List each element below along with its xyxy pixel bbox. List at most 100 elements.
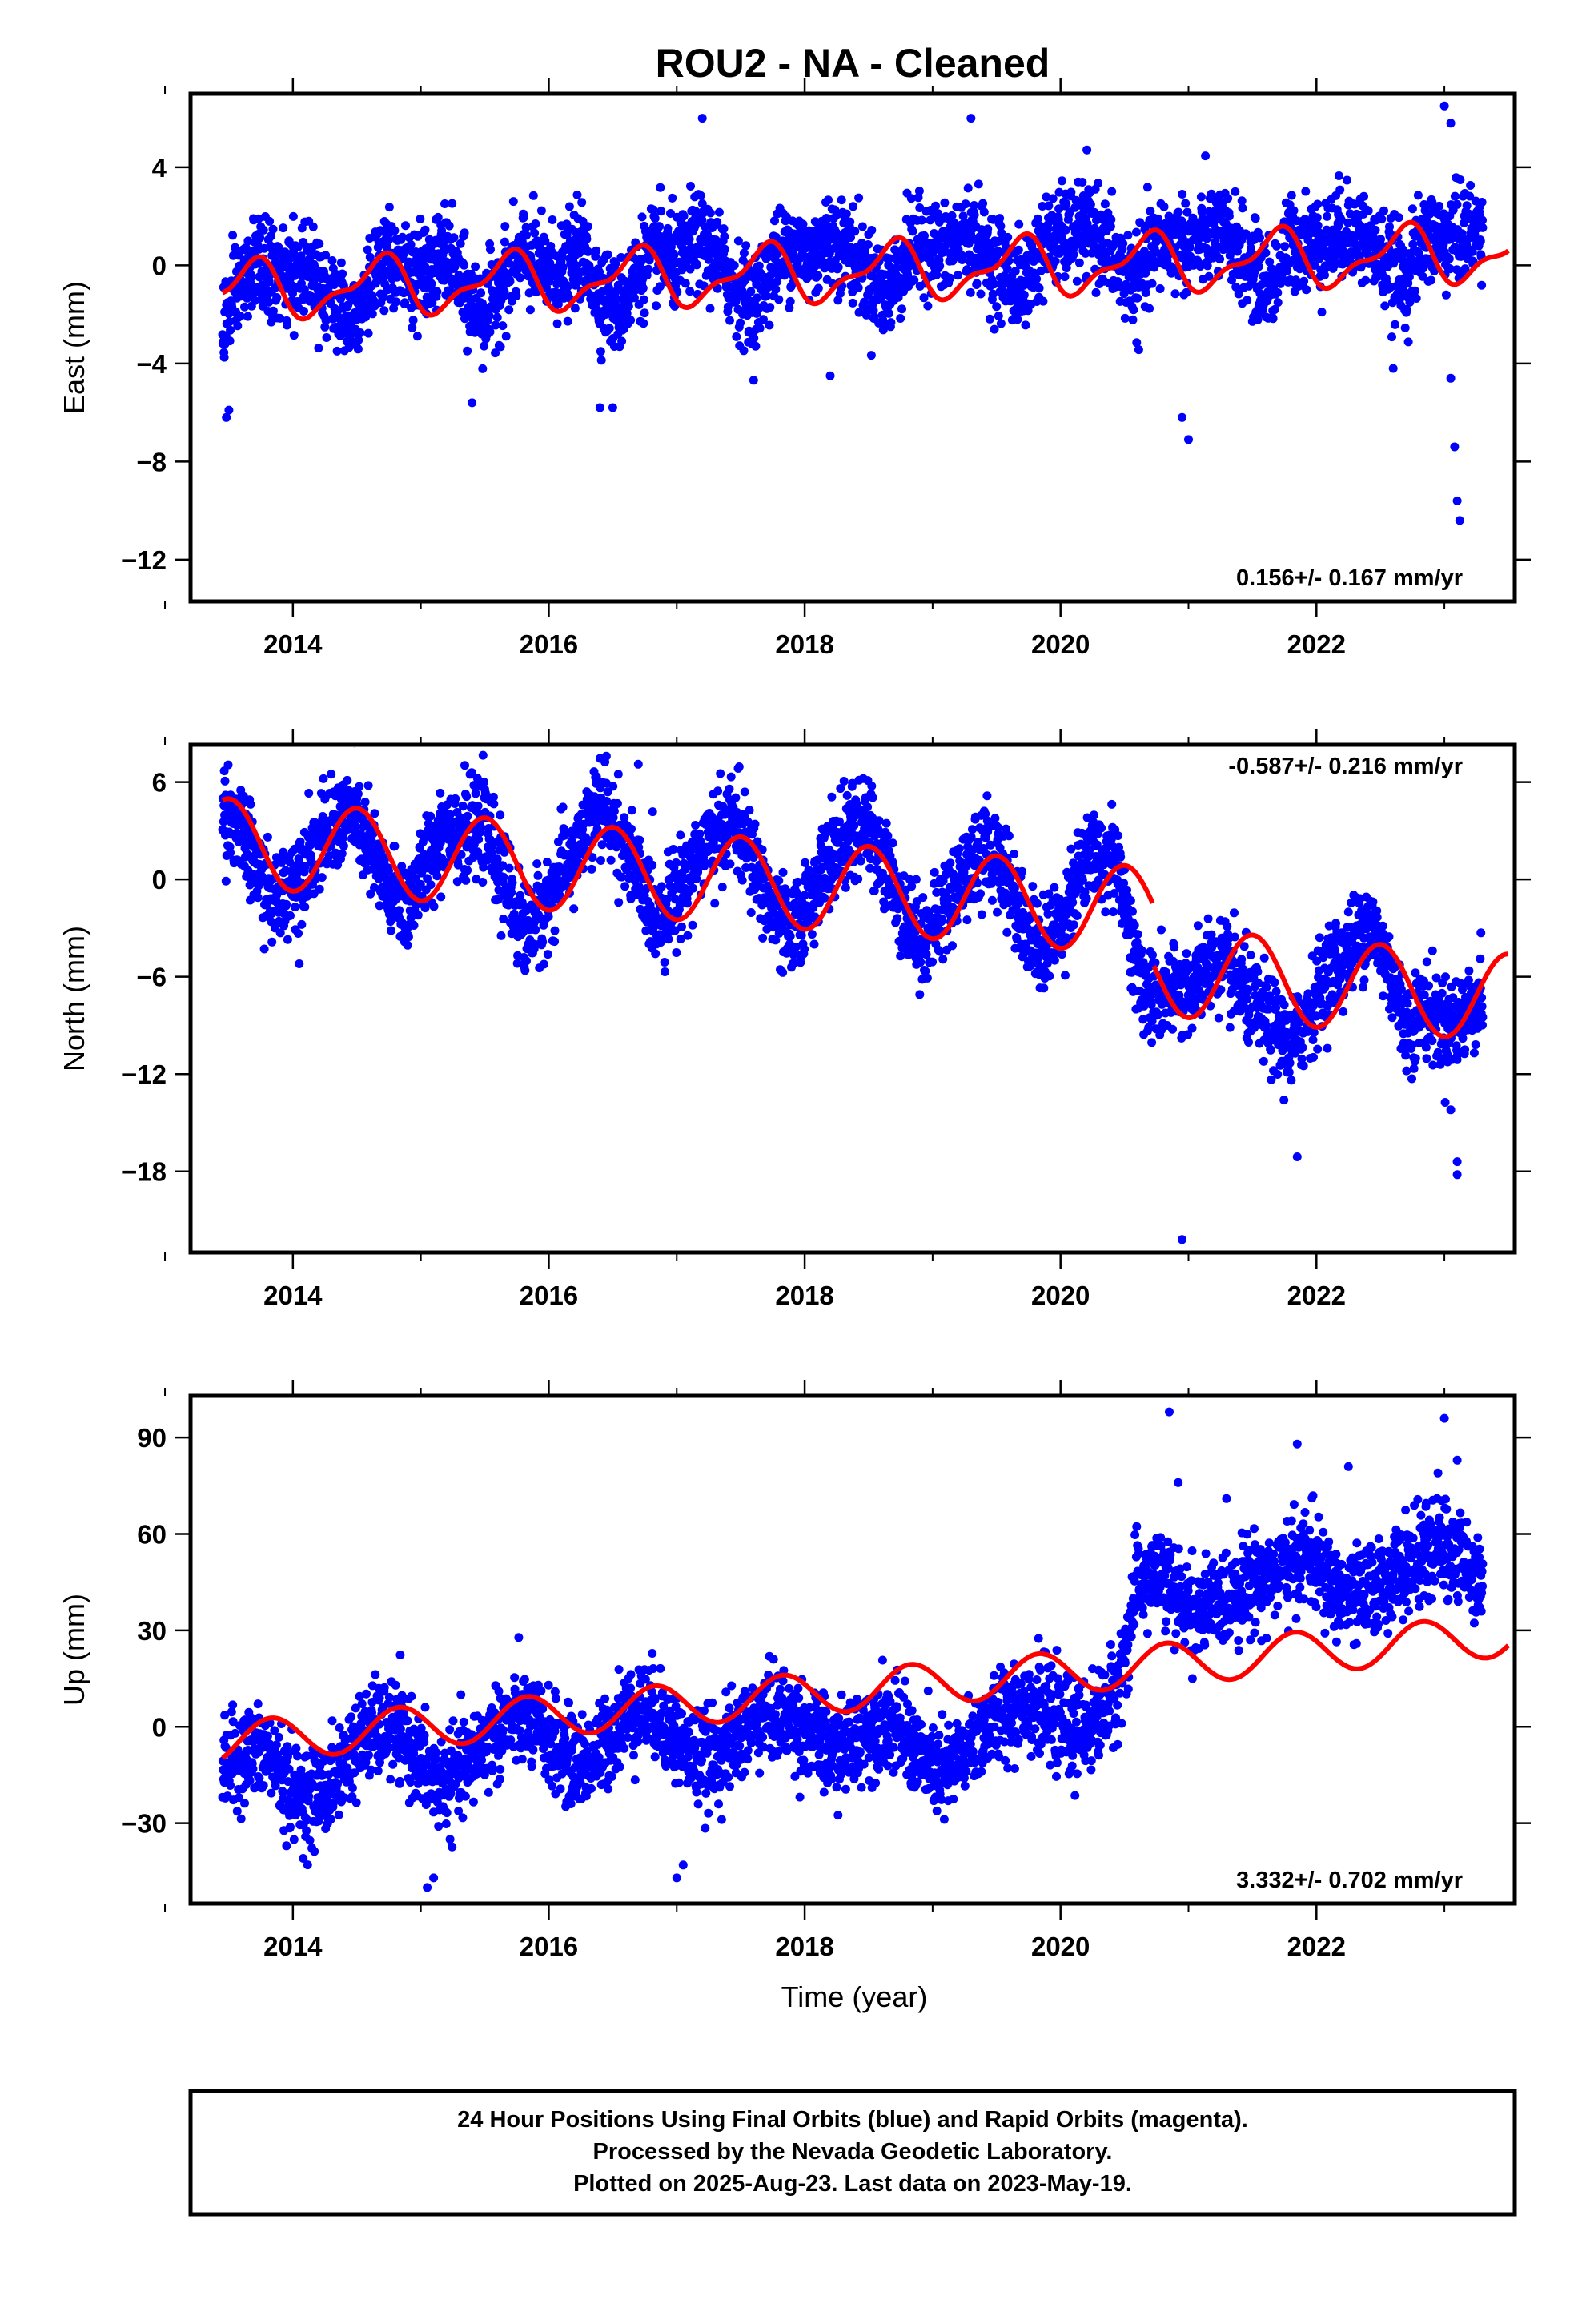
data-point bbox=[608, 782, 618, 791]
data-point bbox=[954, 271, 962, 280]
data-point bbox=[1091, 287, 1101, 297]
outlier-point bbox=[1178, 412, 1186, 422]
data-point bbox=[637, 212, 647, 222]
data-point bbox=[963, 183, 973, 193]
data-point bbox=[432, 287, 442, 296]
data-point bbox=[343, 775, 352, 785]
data-point bbox=[958, 255, 967, 264]
data-point bbox=[1371, 225, 1380, 235]
data-point bbox=[587, 864, 596, 874]
data-point bbox=[1359, 191, 1368, 201]
data-point bbox=[480, 778, 489, 787]
data-point bbox=[320, 322, 330, 332]
y-tick-label: −12 bbox=[122, 545, 167, 575]
data-point bbox=[1170, 289, 1180, 299]
data-point bbox=[583, 222, 592, 231]
figure-title: ROU2 - NA - Cleaned bbox=[656, 41, 1050, 86]
data-point bbox=[662, 895, 672, 904]
data-point bbox=[1445, 264, 1455, 274]
data-point bbox=[437, 226, 447, 235]
data-point bbox=[436, 788, 445, 798]
data-point bbox=[974, 179, 983, 189]
data-point bbox=[932, 270, 942, 279]
data-point bbox=[670, 926, 680, 935]
data-point bbox=[1231, 282, 1241, 292]
data-point bbox=[1272, 241, 1281, 251]
data-point bbox=[478, 878, 488, 887]
data-point bbox=[408, 323, 417, 332]
data-point bbox=[519, 213, 528, 223]
data-point bbox=[353, 747, 356, 748]
data-point bbox=[1255, 233, 1264, 243]
data-point bbox=[762, 292, 771, 300]
data-point bbox=[1343, 218, 1353, 227]
data-point bbox=[906, 194, 916, 203]
data-point bbox=[321, 316, 331, 325]
data-point bbox=[1035, 221, 1045, 231]
data-point bbox=[850, 227, 860, 236]
data-point bbox=[1427, 275, 1436, 285]
data-point bbox=[498, 861, 508, 870]
data-point bbox=[1086, 199, 1095, 209]
data-point bbox=[487, 848, 496, 858]
outlier-point bbox=[595, 403, 604, 412]
data-point bbox=[478, 750, 488, 760]
data-point bbox=[564, 281, 573, 291]
data-point bbox=[1062, 199, 1071, 208]
data-point bbox=[267, 937, 277, 947]
data-point bbox=[228, 231, 238, 240]
data-point bbox=[397, 862, 407, 871]
data-point bbox=[411, 874, 420, 883]
data-point bbox=[492, 854, 502, 864]
data-point bbox=[602, 797, 612, 806]
data-point bbox=[458, 802, 468, 811]
data-point bbox=[496, 342, 505, 352]
data-point bbox=[892, 263, 901, 273]
data-point bbox=[1134, 345, 1143, 355]
data-point bbox=[1142, 183, 1152, 192]
data-point bbox=[995, 214, 1005, 223]
data-point bbox=[403, 940, 412, 950]
data-point bbox=[966, 287, 975, 297]
data-point bbox=[940, 198, 950, 207]
data-point bbox=[355, 782, 364, 791]
data-point bbox=[288, 211, 298, 221]
data-point bbox=[665, 232, 674, 242]
data-point bbox=[601, 778, 611, 788]
data-point bbox=[492, 312, 502, 322]
data-point bbox=[289, 331, 299, 340]
data-point bbox=[314, 344, 323, 353]
data-point bbox=[1061, 225, 1070, 235]
data-point bbox=[539, 920, 548, 930]
data-point bbox=[970, 201, 979, 210]
data-point bbox=[714, 207, 724, 217]
data-point bbox=[1019, 290, 1029, 300]
data-point bbox=[771, 284, 781, 294]
data-point bbox=[1317, 308, 1327, 317]
data-point bbox=[485, 327, 495, 336]
data-point bbox=[575, 248, 584, 258]
data-point bbox=[336, 258, 346, 267]
data-point bbox=[1141, 288, 1150, 297]
data-point bbox=[886, 318, 896, 328]
data-point bbox=[1129, 305, 1138, 315]
data-point bbox=[426, 811, 436, 821]
data-point bbox=[507, 887, 516, 897]
data-point bbox=[672, 858, 681, 867]
data-point bbox=[1234, 289, 1243, 299]
x-tick-label: 2022 bbox=[1287, 629, 1346, 659]
outlier-point bbox=[966, 114, 976, 123]
data-point bbox=[370, 809, 379, 818]
data-point bbox=[543, 950, 552, 959]
outlier-point bbox=[1439, 101, 1449, 111]
data-point bbox=[398, 232, 408, 242]
data-point bbox=[542, 858, 552, 867]
data-point bbox=[221, 876, 231, 886]
data-point bbox=[1476, 236, 1485, 246]
data-point bbox=[697, 215, 707, 225]
data-point bbox=[1066, 187, 1076, 197]
data-point bbox=[880, 270, 889, 279]
data-point bbox=[639, 319, 648, 328]
data-point bbox=[505, 277, 515, 287]
